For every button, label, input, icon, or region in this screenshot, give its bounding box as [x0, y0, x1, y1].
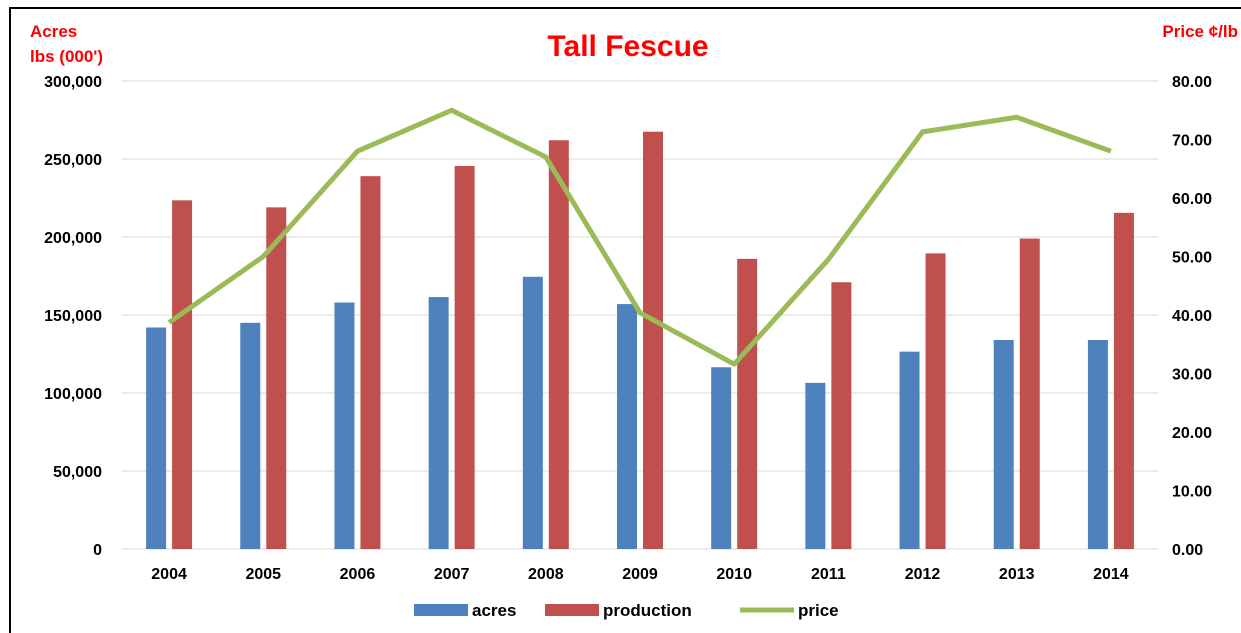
bar-acres	[993, 339, 1014, 549]
left-axis-ticks: 0 50,000 100,000 150,000 200,000 250,000 300,0…	[44, 74, 102, 559]
x-tick-label: 2008	[528, 566, 564, 583]
bar-production	[1019, 238, 1040, 549]
legend-swatch-acres	[414, 604, 468, 616]
x-axis-ticks: 2004 2005 2006 2007 2008 2009 2010 2011 2012 2013…	[151, 566, 1129, 583]
legend-label-acres: acres	[472, 601, 516, 620]
bar-production	[643, 131, 663, 549]
left-tick-label: 300,000	[44, 74, 102, 91]
x-tick-label: 2007	[434, 566, 470, 583]
right-axis-ticks: 0.00 10.00 20.00 30.00 40.00 50.00 60.00 70.00 8…	[1172, 74, 1212, 559]
bar-production	[831, 282, 852, 549]
x-tick-label: 2013	[999, 566, 1035, 583]
right-tick-label: 40.00	[1172, 308, 1212, 325]
right-tick-label: 30.00	[1172, 367, 1212, 384]
right-tick-label: 50.00	[1172, 250, 1212, 267]
legend-label-production: production	[603, 601, 692, 620]
bar-production	[454, 166, 475, 549]
x-tick-label: 2005	[245, 566, 281, 583]
bar-production	[925, 253, 946, 549]
bar-production	[360, 176, 381, 549]
bar-acres	[711, 367, 732, 549]
right-tick-label: 20.00	[1172, 425, 1212, 442]
legend-label-price: price	[798, 601, 839, 620]
left-tick-label: 50,000	[53, 464, 102, 481]
x-tick-label: 2012	[905, 566, 941, 583]
right-tick-label: 0.00	[1172, 542, 1203, 559]
legend-swatch-production	[545, 604, 599, 616]
left-tick-label: 150,000	[44, 308, 102, 325]
bar-acres	[522, 276, 543, 549]
right-axis-title: Price ¢/lb	[1162, 22, 1238, 41]
bar-production	[548, 140, 569, 549]
bar-production	[1113, 212, 1134, 549]
left-axis-title-line2: lbs (000')	[30, 47, 103, 66]
chart-title: Tall Fescue	[547, 30, 708, 63]
right-tick-label: 10.00	[1172, 484, 1212, 501]
bar-acres	[1087, 339, 1108, 549]
x-tick-label: 2009	[622, 566, 658, 583]
x-tick-label: 2010	[716, 566, 752, 583]
price-line-group	[167, 107, 1112, 367]
line-price	[167, 107, 1112, 367]
bar-production	[266, 207, 287, 550]
bar-acres	[240, 322, 261, 549]
bar-acres	[146, 327, 167, 549]
right-tick-label: 70.00	[1172, 133, 1212, 150]
bar-production	[737, 258, 758, 549]
right-tick-label: 60.00	[1172, 191, 1212, 208]
left-axis-title-line1: Acres	[30, 22, 77, 41]
left-tick-label: 250,000	[44, 152, 102, 169]
legend: acres production price	[414, 601, 839, 620]
x-tick-label: 2014	[1093, 566, 1129, 583]
left-tick-label: 200,000	[44, 230, 102, 247]
bar-production	[172, 200, 193, 549]
bar-acres	[428, 297, 449, 549]
bar-acres	[899, 351, 920, 549]
x-tick-label: 2004	[151, 566, 187, 583]
right-tick-label: 80.00	[1172, 74, 1212, 91]
bars	[146, 131, 1134, 550]
bar-acres	[805, 382, 826, 549]
x-tick-label: 2006	[340, 566, 376, 583]
gridlines	[122, 80, 1158, 550]
bar-acres	[617, 304, 637, 549]
left-tick-label: 100,000	[44, 386, 102, 403]
left-tick-label: 0	[93, 542, 102, 559]
x-tick-label: 2011	[811, 566, 846, 583]
bar-acres	[334, 302, 355, 549]
